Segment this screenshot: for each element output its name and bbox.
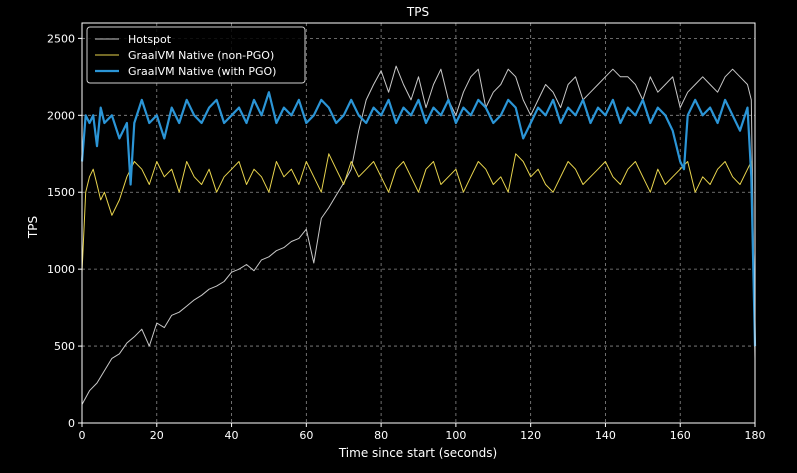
legend-label-1: Hotspot: [128, 33, 172, 46]
legend: Hotspot GraalVM Native (non-PGO) GraalVM N…: [86, 26, 306, 84]
x-tick-label: 60: [299, 429, 313, 442]
legend-label-3: GraalVM Native (with PGO): [128, 65, 276, 78]
y-tick-label: 500: [54, 340, 75, 353]
x-tick-label: 20: [150, 429, 164, 442]
axis-ticks: 0 20 40 60 80 100 120 140 160 180 0 500 1000 1500 2000…: [47, 32, 766, 442]
y-tick-label: 1500: [47, 186, 75, 199]
y-tick-label: 2500: [47, 32, 75, 45]
y-tick-label: 1000: [47, 263, 75, 276]
series-lines: [80, 65, 757, 405]
axes-frame: [81, 22, 756, 424]
x-tick-label: 0: [79, 429, 86, 442]
x-tick-label: 80: [374, 429, 388, 442]
series-line-3: [80, 91, 757, 347]
y-axis-label: TPS: [26, 216, 40, 239]
x-tick-label: 180: [745, 429, 766, 442]
x-tick-label: 40: [225, 429, 239, 442]
legend-box: [86, 26, 306, 84]
x-tick-label: 120: [520, 429, 541, 442]
series-line-1: [81, 65, 756, 405]
series-line-2: [81, 153, 756, 347]
y-tick-label: 0: [68, 417, 75, 430]
y-tick-label: 2000: [47, 109, 75, 122]
chart-title: TPS: [406, 5, 429, 19]
x-tick-label: 100: [445, 429, 466, 442]
x-axis-label: Time since start (seconds): [338, 446, 497, 460]
x-tick-label: 160: [670, 429, 691, 442]
x-tick-label: 140: [595, 429, 616, 442]
legend-label-2: GraalVM Native (non-PGO): [128, 49, 274, 62]
